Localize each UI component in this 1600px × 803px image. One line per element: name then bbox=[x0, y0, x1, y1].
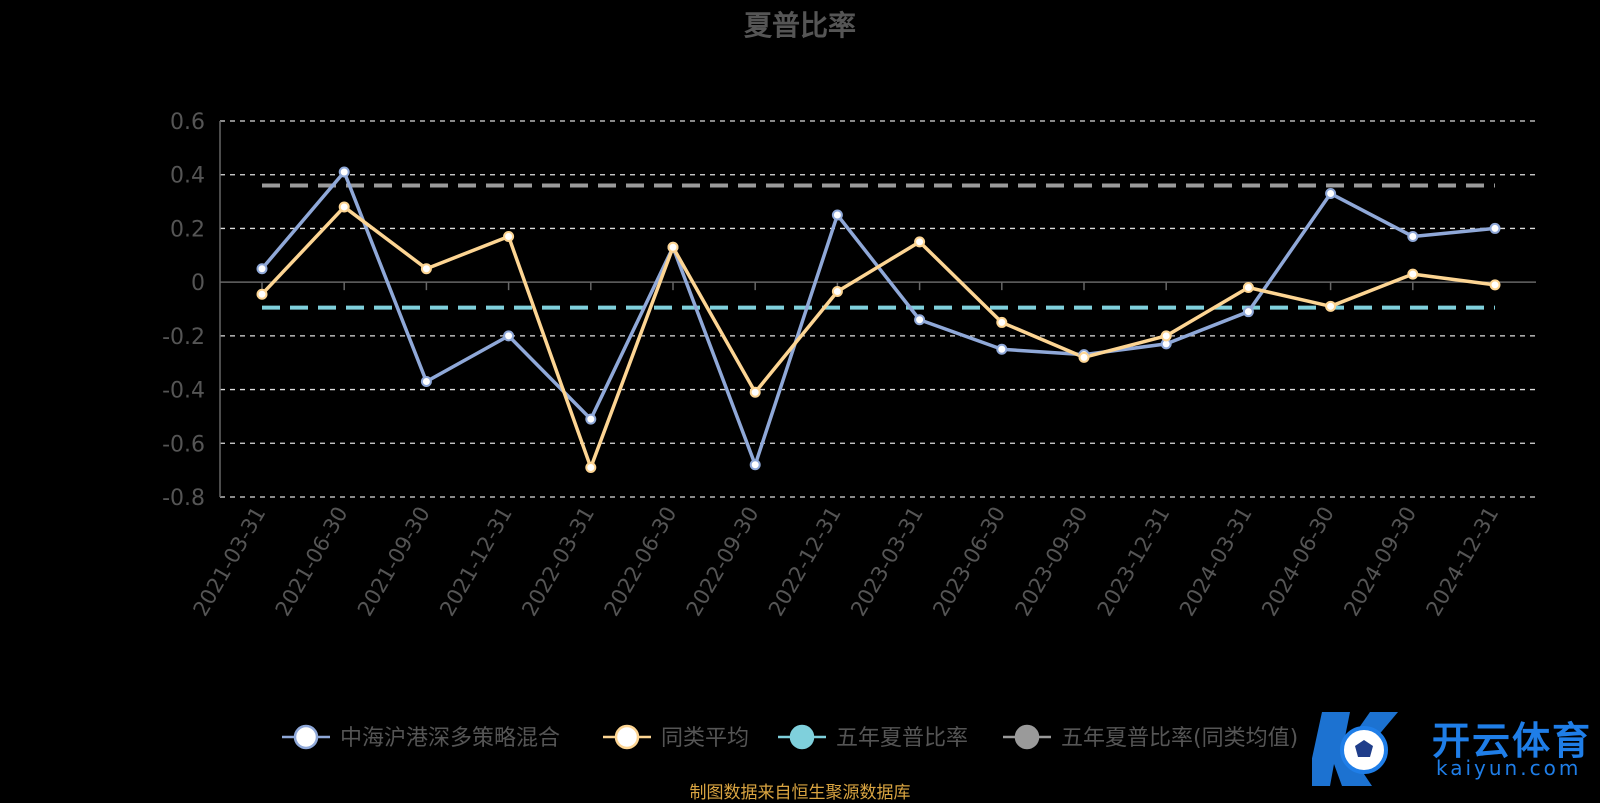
series-group bbox=[256, 166, 1501, 473]
data-point bbox=[914, 314, 926, 326]
legend-swatch-marker bbox=[293, 724, 319, 750]
data-point bbox=[1242, 306, 1254, 318]
x-tick-label: 2022-06-30 bbox=[600, 503, 682, 621]
data-point bbox=[1078, 351, 1090, 363]
series-line-2 bbox=[260, 205, 1496, 470]
data-point bbox=[585, 413, 597, 425]
series-line-1 bbox=[260, 170, 1496, 467]
y-tick-label: -0.4 bbox=[162, 379, 205, 404]
legend-label: 中海沪港深多策略混合 bbox=[340, 726, 560, 751]
data-point bbox=[1242, 282, 1254, 294]
x-tick-label: 2022-12-31 bbox=[764, 503, 846, 621]
legend-swatch-marker bbox=[614, 724, 640, 750]
x-tick-label: 2023-06-30 bbox=[928, 503, 1010, 621]
x-tick-label: 2022-09-30 bbox=[682, 503, 764, 621]
y-tick-label: -0.8 bbox=[162, 486, 205, 511]
y-tick-label: -0.6 bbox=[162, 432, 205, 457]
data-point bbox=[749, 386, 761, 398]
data-point bbox=[914, 236, 926, 248]
y-tick-label: 0 bbox=[191, 271, 205, 296]
x-tick-label: 2021-12-31 bbox=[435, 503, 517, 621]
y-tick-label: 0.4 bbox=[170, 164, 205, 189]
x-tick-label: 2024-06-30 bbox=[1257, 503, 1339, 621]
data-point bbox=[996, 343, 1008, 355]
data-point bbox=[996, 316, 1008, 328]
chart-title: 夏普比率 bbox=[743, 9, 856, 42]
data-point bbox=[1160, 330, 1172, 342]
x-tick-label: 2021-09-30 bbox=[353, 503, 435, 621]
x-tick-label: 2023-03-31 bbox=[846, 503, 928, 621]
data-point bbox=[420, 376, 432, 388]
x-tick-label: 2024-09-30 bbox=[1339, 503, 1421, 621]
watermark-text-cn: 开云体育 bbox=[1432, 719, 1593, 763]
data-point bbox=[585, 461, 597, 473]
data-point bbox=[420, 263, 432, 275]
data-point bbox=[338, 201, 350, 213]
data-point bbox=[256, 288, 268, 300]
x-tick-label: 2024-12-31 bbox=[1422, 503, 1504, 621]
data-point bbox=[1489, 222, 1501, 234]
x-tick-label: 2024-03-31 bbox=[1175, 503, 1257, 621]
legend-label: 五年夏普比率(同类均值) bbox=[1061, 726, 1298, 751]
data-point bbox=[503, 330, 515, 342]
watermark-logo bbox=[1312, 712, 1398, 786]
data-point bbox=[1407, 230, 1419, 242]
watermark-text-en: kaiyun.com bbox=[1436, 756, 1582, 780]
data-point bbox=[831, 286, 843, 298]
legend-label: 五年夏普比率 bbox=[836, 726, 968, 751]
legend-swatch-marker bbox=[789, 724, 815, 750]
data-point bbox=[667, 241, 679, 253]
data-source-note: 制图数据来自恒生聚源数据库 bbox=[689, 783, 911, 803]
data-point bbox=[338, 166, 350, 178]
x-tick-label: 2021-06-30 bbox=[271, 503, 353, 621]
x-tick-label: 2023-09-30 bbox=[1011, 503, 1093, 621]
legend-swatch-marker bbox=[1014, 724, 1040, 750]
soccer-ball-icon bbox=[1312, 712, 1398, 786]
y-tick-label: 0.6 bbox=[170, 110, 205, 135]
legend: 中海沪港深多策略混合 同类平均 五年夏普比率 五年夏普比率(同类均值) bbox=[282, 724, 1298, 751]
data-point bbox=[831, 209, 843, 221]
data-point bbox=[1407, 268, 1419, 280]
data-point bbox=[1325, 188, 1337, 200]
data-point bbox=[749, 459, 761, 471]
legend-label: 同类平均 bbox=[661, 726, 749, 751]
data-point bbox=[503, 230, 515, 242]
y-tick-label: 0.2 bbox=[170, 217, 205, 242]
y-tick-label: -0.2 bbox=[162, 325, 205, 350]
data-point bbox=[1325, 300, 1337, 312]
x-tick-label: 2021-03-31 bbox=[189, 503, 271, 621]
data-point bbox=[1489, 279, 1501, 291]
x-tick-label: 2022-03-31 bbox=[517, 503, 599, 621]
data-point bbox=[256, 263, 268, 275]
x-tick-label: 2023-12-31 bbox=[1093, 503, 1175, 621]
